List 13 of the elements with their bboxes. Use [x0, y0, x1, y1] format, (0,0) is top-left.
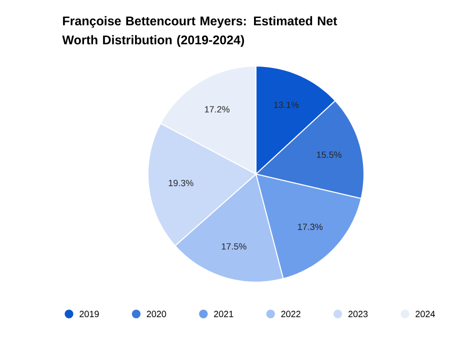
legend-label: 2021 [214, 310, 234, 318]
chart-title: Françoise Bettencourt Meyers: Estimated Net Worth Distribution (2019-2024) [62, 16, 338, 47]
data-label: 13.1% [274, 102, 299, 108]
legend-label: 2020 [146, 310, 166, 318]
data-label: 17.2% [204, 106, 230, 112]
data-label: 17.3% [298, 224, 323, 230]
legend-label: 2019 [80, 310, 99, 318]
legend-label: 2024 [416, 310, 435, 318]
data-label: 19.3% [168, 180, 194, 186]
data-label: 17.5% [222, 243, 246, 250]
data-label: 15.5% [316, 152, 342, 158]
legend-label: 2023 [348, 310, 368, 318]
legend-label: 2022 [281, 310, 300, 318]
